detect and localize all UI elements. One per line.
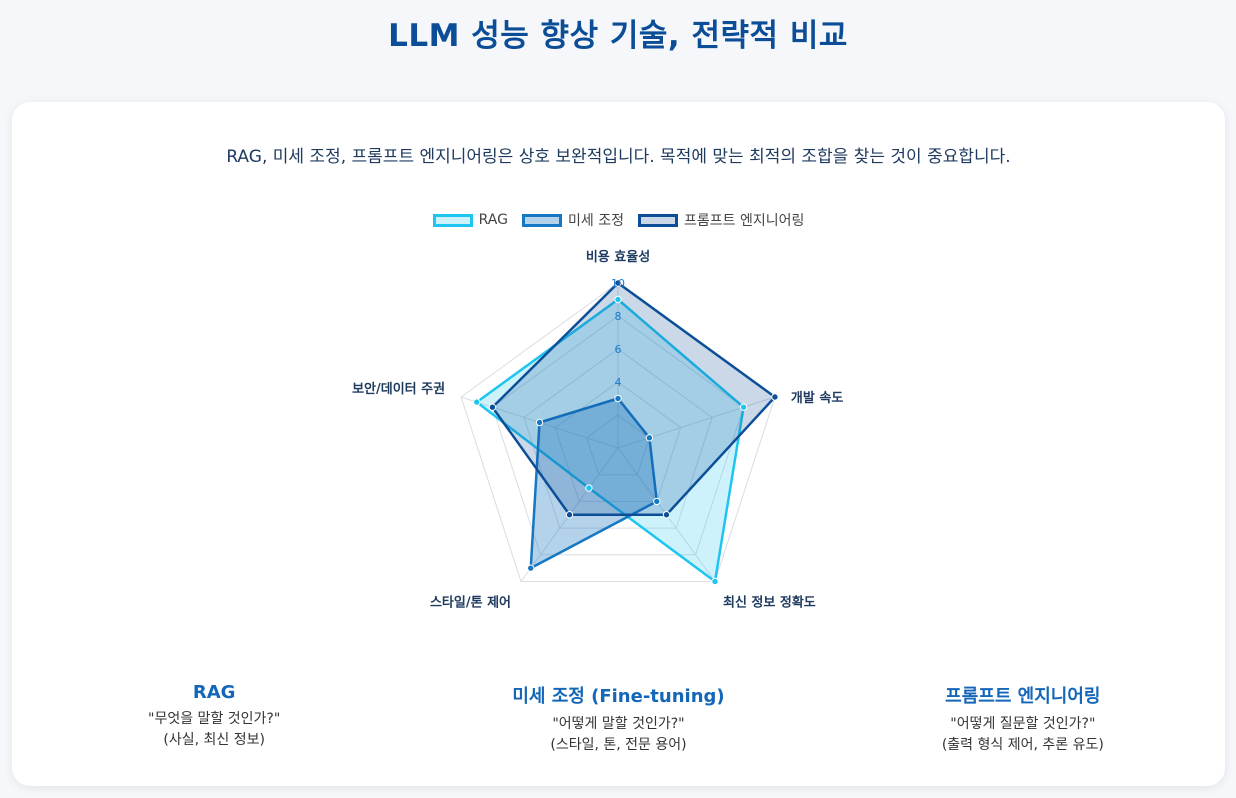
summary-question-prompt-engineering: "어떻게 질문할 것인가?" <box>950 716 1096 732</box>
chart-card: RAG, 미세 조정, 프롬프트 엔지니어링은 상호 보완적입니다. 목적에 맞… <box>12 102 1225 786</box>
page-title: LLM 성능 향상 기술, 전략적 비교 <box>388 18 848 54</box>
legend-swatch-prompt-engineering <box>637 213 678 227</box>
grid-ring <box>586 414 650 476</box>
data-point <box>662 511 671 519</box>
legend-label-fine-tuning: 미세 조정 <box>567 213 624 229</box>
data-point <box>653 497 661 506</box>
chart-subtitle: RAG, 미세 조정, 프롬프트 엔지니어링은 상호 보완적입니다. 목적에 맞… <box>226 147 1011 167</box>
data-point <box>614 279 622 287</box>
data-point <box>527 564 535 572</box>
legend-label-rag: RAG <box>478 212 508 228</box>
data-point <box>585 484 593 492</box>
grid-ring <box>523 348 713 529</box>
legend-swatch-rag <box>432 213 473 227</box>
data-point <box>565 511 574 519</box>
summary-prompt-engineering: 프롬프트 엔지니어링 "어떻게 질문할 것인가?" (출력 형식 제어, 추론 … <box>821 682 1225 756</box>
data-point <box>739 403 748 411</box>
summary-rag: RAG "무엇을 말할 것인가?" (사실, 최신 정보) <box>12 682 416 756</box>
axis-label: 스타일/톤 제어 <box>430 594 511 610</box>
summary-title-rag: RAG <box>192 682 236 703</box>
series-area-1 <box>529 397 659 570</box>
series-area-2 <box>491 281 777 516</box>
technique-summary: RAG "무엇을 말할 것인가?" (사실, 최신 정보) 미세 조정 (Fin… <box>12 682 1225 756</box>
summary-question-rag: "무엇을 말할 것인가?" <box>148 711 281 727</box>
tick-label: 4 <box>615 376 622 389</box>
legend-item-prompt-engineering[interactable]: 프롬프트 엔지니어링 <box>637 210 805 230</box>
axis-label: 보안/데이터 주권 <box>352 381 445 397</box>
grid-ring <box>491 315 745 556</box>
tick-label: 6 <box>615 343 622 356</box>
axis-label: 최신 정보 정확도 <box>723 594 816 610</box>
summary-fine-tuning: 미세 조정 (Fine-tuning) "어떻게 말할 것인가?" (스타일, … <box>416 682 820 756</box>
data-point <box>473 398 481 406</box>
summary-title-fine-tuning: 미세 조정 (Fine-tuning) <box>512 686 725 707</box>
legend-swatch-fine-tuning <box>521 213 562 227</box>
grid-ring <box>554 381 682 502</box>
summary-detail-prompt-engineering: (출력 형식 제어, 추론 유도) <box>941 737 1104 753</box>
tick-label: 8 <box>615 310 622 323</box>
grid-spoke <box>617 396 776 449</box>
legend-item-fine-tuning[interactable]: 미세 조정 <box>521 210 624 230</box>
axis-label: 비용 효율성 <box>586 249 650 265</box>
summary-detail-fine-tuning: (스타일, 톤, 전문 용어) <box>550 737 687 753</box>
summary-detail-rag: (사실, 최신 정보) <box>163 732 265 748</box>
data-point <box>535 418 544 427</box>
data-point <box>614 295 622 304</box>
data-point <box>488 403 497 411</box>
summary-title-prompt-engineering: 프롬프트 엔지니어링 <box>945 686 1101 707</box>
legend-label-prompt-engineering: 프롬프트 엔지니어링 <box>683 213 805 229</box>
data-point <box>645 434 654 442</box>
legend-item-rag[interactable]: RAG <box>432 210 508 230</box>
tick-label: 10 <box>611 277 625 290</box>
series-area-0 <box>475 298 745 583</box>
data-point <box>614 394 622 403</box>
data-point <box>771 393 779 401</box>
summary-question-fine-tuning: "어떻게 말할 것인가?" <box>552 716 685 732</box>
chart-legend: RAG 미세 조정 프롬프트 엔지니어링 <box>12 210 1225 230</box>
axis-label: 개발 속도 <box>791 390 843 406</box>
data-point <box>711 577 719 586</box>
